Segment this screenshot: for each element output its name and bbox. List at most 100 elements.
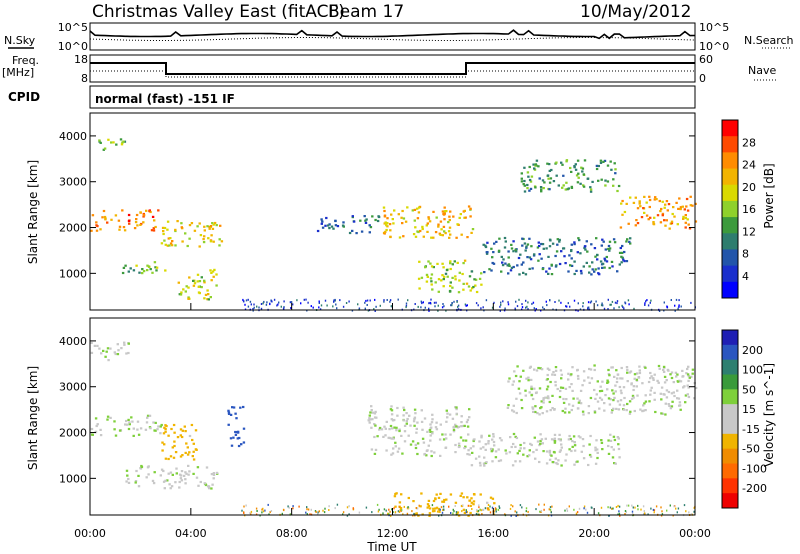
scatter-cell bbox=[528, 449, 531, 452]
scatter-cell bbox=[684, 214, 687, 217]
scatter-cell bbox=[128, 421, 131, 424]
scatter-cell bbox=[503, 246, 507, 249]
scatter-cell bbox=[536, 440, 540, 443]
scatter-cell bbox=[441, 433, 444, 436]
scatter-cell bbox=[262, 507, 264, 510]
scatter-cell bbox=[530, 385, 533, 388]
scatter-cell bbox=[607, 506, 609, 509]
scatter-cell bbox=[514, 248, 517, 251]
scatter-cell bbox=[481, 513, 483, 515]
scatter-cell bbox=[655, 198, 658, 201]
scatter-cell bbox=[177, 281, 180, 284]
scatter-cell bbox=[212, 472, 216, 475]
scatter-cell bbox=[626, 380, 629, 383]
scatter-cell bbox=[405, 420, 408, 423]
scatter-cell bbox=[612, 407, 615, 410]
scatter-cell bbox=[164, 424, 167, 427]
scatter-cell bbox=[392, 222, 395, 225]
scatter-cell bbox=[564, 262, 567, 265]
scatter-cell bbox=[454, 423, 457, 426]
scatter-cell bbox=[610, 303, 612, 306]
scatter-cell bbox=[448, 289, 452, 293]
scatter-cell bbox=[492, 433, 495, 436]
scatter-cell bbox=[148, 210, 151, 213]
scatter-cell bbox=[567, 302, 569, 305]
scatter-cell bbox=[485, 252, 489, 255]
scatter-cell bbox=[688, 227, 692, 230]
xtick-label: 16:00 bbox=[477, 527, 509, 540]
scatter-cell bbox=[466, 425, 470, 428]
freq-tick-top: 18 bbox=[74, 53, 88, 66]
scatter-cell bbox=[398, 429, 401, 433]
scatter-cell bbox=[515, 411, 518, 415]
scatter-cell bbox=[420, 409, 423, 412]
scatter-cell bbox=[535, 448, 538, 451]
scatter-cell bbox=[430, 280, 433, 283]
scatter-cell bbox=[604, 259, 607, 262]
scatter-cell bbox=[625, 409, 628, 412]
scatter-cell bbox=[658, 310, 661, 312]
scatter-cell bbox=[492, 251, 495, 254]
scatter-cell bbox=[512, 410, 516, 413]
scatter-cell bbox=[610, 168, 613, 171]
scatter-cell bbox=[627, 504, 630, 507]
scatter-cell bbox=[558, 238, 561, 241]
scatter-cell bbox=[373, 308, 375, 311]
scatter-cell bbox=[549, 177, 553, 180]
scatter-cell bbox=[162, 432, 166, 435]
scatter-cell bbox=[345, 302, 348, 304]
scatter-cell bbox=[454, 505, 456, 507]
scatter-cell bbox=[420, 420, 424, 423]
scatter-cell bbox=[650, 375, 653, 378]
ytick-label: 1000 bbox=[59, 472, 87, 485]
scatter-cell bbox=[139, 427, 143, 430]
scatter-cell bbox=[660, 412, 663, 415]
scatter-cell bbox=[450, 512, 452, 514]
scatter-cell bbox=[466, 304, 468, 307]
scatter-cell bbox=[184, 482, 187, 485]
scatter-cell bbox=[391, 427, 394, 430]
scatter-cell bbox=[656, 214, 660, 217]
scatter-cell bbox=[599, 260, 603, 263]
scatter-cell bbox=[209, 240, 213, 243]
scatter-cell bbox=[647, 513, 649, 516]
scatter-cell bbox=[556, 243, 559, 246]
scatter-cell bbox=[514, 374, 518, 378]
scatter-cell bbox=[377, 510, 380, 513]
scatter-cell bbox=[383, 508, 386, 511]
scatter-cell bbox=[324, 224, 327, 227]
scatter-cell bbox=[142, 270, 146, 273]
scatter-cell bbox=[681, 369, 684, 372]
scatter-cell bbox=[167, 434, 170, 437]
scatter-cell bbox=[684, 401, 687, 404]
scatter-cell bbox=[186, 453, 190, 456]
scatter-cell bbox=[188, 224, 192, 227]
scatter-cell bbox=[127, 219, 131, 223]
scatter-cell bbox=[157, 425, 160, 428]
velocity-ylabel: Slant Range [km] bbox=[26, 366, 40, 470]
scatter-cell bbox=[653, 398, 656, 401]
scatter-cell bbox=[521, 237, 524, 240]
scatter-cell bbox=[546, 304, 548, 307]
scatter-cell bbox=[536, 246, 540, 249]
scatter-cell bbox=[386, 299, 388, 301]
scatter-cell bbox=[480, 307, 482, 310]
scatter-cell bbox=[512, 442, 515, 446]
scatter-cell bbox=[332, 227, 335, 230]
scatter-cell bbox=[618, 385, 622, 389]
scatter-cell bbox=[397, 213, 400, 216]
scatter-cell bbox=[531, 397, 535, 401]
scatter-cell bbox=[218, 238, 221, 241]
nsky-tick-top: 10^5 bbox=[58, 21, 88, 34]
scatter-cell bbox=[635, 219, 638, 222]
scatter-cell bbox=[566, 305, 568, 308]
scatter-cell bbox=[518, 380, 521, 383]
scatter-cell bbox=[109, 416, 112, 419]
scatter-cell bbox=[539, 367, 542, 370]
scatter-cell bbox=[589, 455, 593, 458]
xtick-label: 00:00 bbox=[679, 527, 711, 540]
scatter-cell bbox=[622, 386, 626, 389]
scatter-cell bbox=[188, 237, 191, 240]
scatter-cell bbox=[186, 446, 189, 449]
scatter-cell bbox=[385, 420, 388, 423]
